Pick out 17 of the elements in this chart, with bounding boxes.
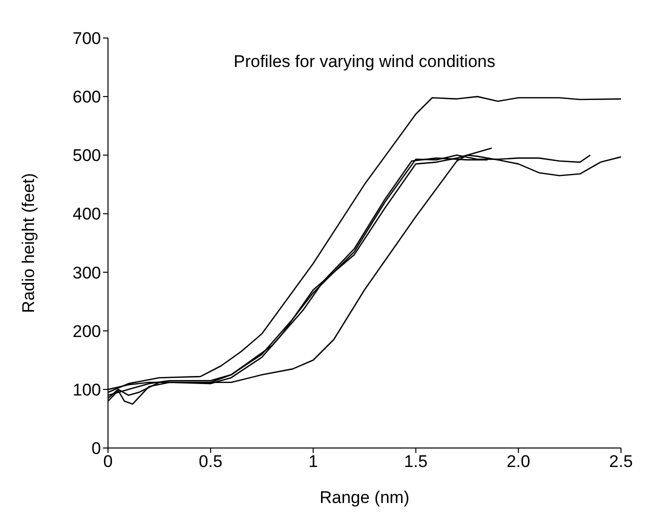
y-tick-label: 600 xyxy=(72,88,101,107)
y-tick-label: 700 xyxy=(72,29,101,48)
x-tick-label: 1 xyxy=(308,452,318,472)
y-tick-label: 500 xyxy=(72,146,101,166)
x-tick-label: 1.5 xyxy=(404,452,428,472)
y-tick-label: 300 xyxy=(72,263,101,282)
x-tick-label: 0.5 xyxy=(198,452,222,472)
x-tick-label: 2.0 xyxy=(506,452,530,472)
x-tick-label: 2.5 xyxy=(609,452,633,472)
y-tick-label: 400 xyxy=(72,204,101,224)
y-axis-title: Radio height (feet) xyxy=(19,173,38,313)
text: Profiles for varying wind conditions xyxy=(232,52,496,72)
x-tick-label: 0 xyxy=(103,452,113,472)
y-tick-label: 0 xyxy=(92,439,101,458)
y-tick-label: 200 xyxy=(72,322,101,341)
x-axis-title: Range (nm) xyxy=(320,488,410,507)
y-tick-label: 100 xyxy=(72,380,101,400)
